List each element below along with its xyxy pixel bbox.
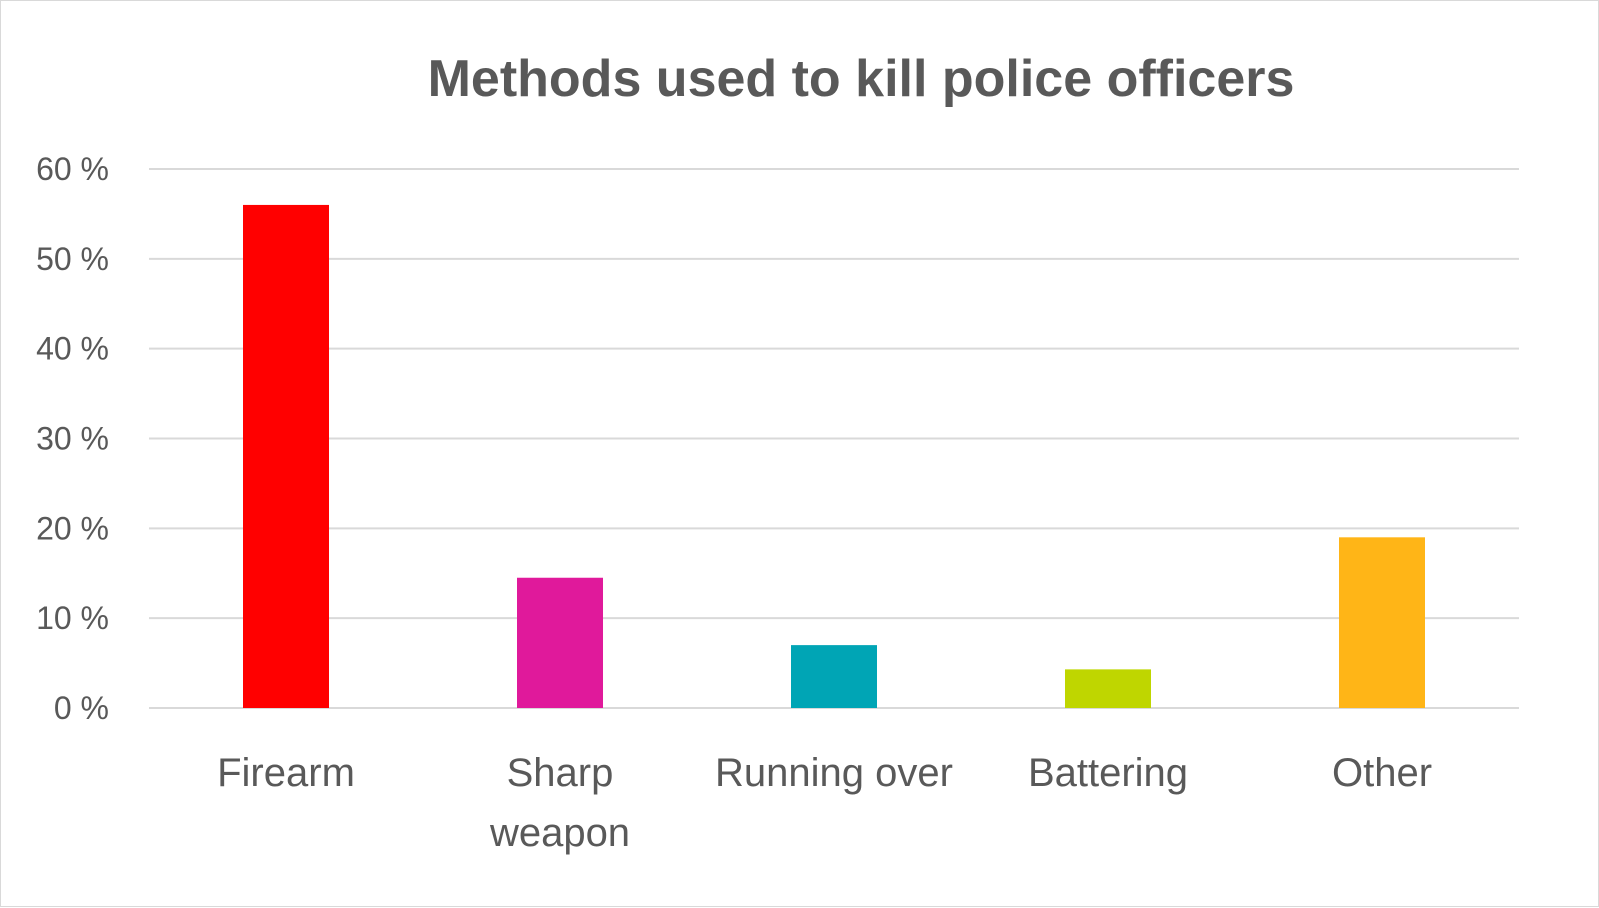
bar-firearm xyxy=(243,204,329,708)
bar-other xyxy=(1339,537,1425,708)
bar-battering xyxy=(1065,669,1151,708)
gridlines xyxy=(149,168,1519,709)
x-category-label: Running over xyxy=(715,751,953,795)
y-tick-label: 20 % xyxy=(36,510,109,546)
x-category-label: Other xyxy=(1332,751,1432,795)
x-category-label: Sharp weapon xyxy=(489,751,630,855)
y-tick-label: 60 % xyxy=(36,151,109,187)
y-tick-label: 50 % xyxy=(36,241,109,277)
y-tick-label: 30 % xyxy=(36,421,109,457)
y-tick-label: 10 % xyxy=(36,600,109,636)
x-category-label: Firearm xyxy=(217,751,355,795)
y-tick-label: 0 % xyxy=(54,690,109,726)
chart-title: Methods used to kill police officers xyxy=(428,50,1295,108)
x-category-label: Battering xyxy=(1028,751,1188,795)
bar-sharp-weapon xyxy=(517,577,603,708)
y-tick-label: 40 % xyxy=(36,331,109,367)
bars xyxy=(243,204,1425,708)
y-axis-ticks: 0 % 10 % 20 % 30 % 40 % 50 % 60 % xyxy=(36,151,109,726)
x-axis-categories: Firearm Sharp weapon Running over Battering O… xyxy=(217,751,1432,855)
bar-running-over xyxy=(791,645,877,708)
